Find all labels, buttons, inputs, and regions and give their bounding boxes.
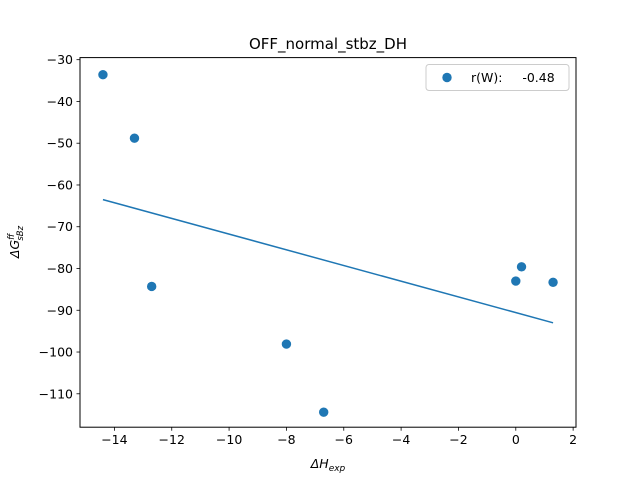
data-point [511, 276, 521, 286]
x-axis-label-subscript: exp [329, 464, 346, 474]
x-tick-label: 0 [512, 432, 520, 447]
x-tick-label: 2 [569, 432, 577, 447]
legend: r(W): -0.48 [425, 64, 570, 91]
svg-text:ΔGffsBz: ΔGffsBz [7, 225, 26, 259]
data-point [281, 339, 292, 349]
y-axis-label-subscript: sBz [16, 225, 26, 240]
y-axis-label-superscript: ff [7, 233, 17, 240]
plot-area: −14 −12 −10 −8 −6 −4 −2 0 2 −30 −40 −50 −60 −70 −80 −90… [39, 52, 577, 447]
svg-text:ΔHexp: ΔHexp [310, 456, 346, 474]
data-point [146, 281, 157, 292]
data-point [98, 70, 108, 80]
x-tick-label: −10 [216, 432, 242, 447]
y-tick-label: −70 [47, 219, 73, 234]
data-point [129, 133, 140, 143]
y-tick-label: −100 [39, 345, 73, 360]
regression-line [102, 198, 554, 324]
chart-title: OFF_normal_stbz_DH [249, 35, 407, 54]
y-tick-label: −80 [47, 261, 73, 276]
x-tick-label: −4 [392, 432, 410, 447]
y-tick-label: −30 [47, 52, 73, 67]
x-axis-label: ΔHexp [310, 456, 346, 474]
y-tick-label: −90 [47, 303, 73, 318]
y-tick-label: −60 [47, 177, 73, 192]
legend-label: r(W): -0.48 [471, 70, 555, 85]
x-tick-label: −2 [449, 432, 467, 447]
data-point [548, 277, 558, 287]
x-tick-label: −14 [101, 432, 127, 447]
y-tick-label: −50 [47, 136, 73, 151]
axes-frame [79, 57, 577, 428]
y-tick-label: −110 [39, 386, 73, 401]
x-tick-label: −8 [277, 432, 295, 447]
data-point [516, 262, 527, 272]
y-axis-label: ΔGffsBz [7, 225, 26, 259]
x-axis-label-main: ΔH [310, 456, 330, 471]
y-axis-label-main: ΔG [7, 240, 22, 260]
x-tick-label: −12 [159, 432, 185, 447]
legend-marker [442, 72, 452, 83]
x-tick-label: −6 [335, 432, 353, 447]
legend-box [425, 64, 570, 91]
y-tick-label: −40 [47, 94, 73, 109]
data-point [318, 407, 329, 417]
